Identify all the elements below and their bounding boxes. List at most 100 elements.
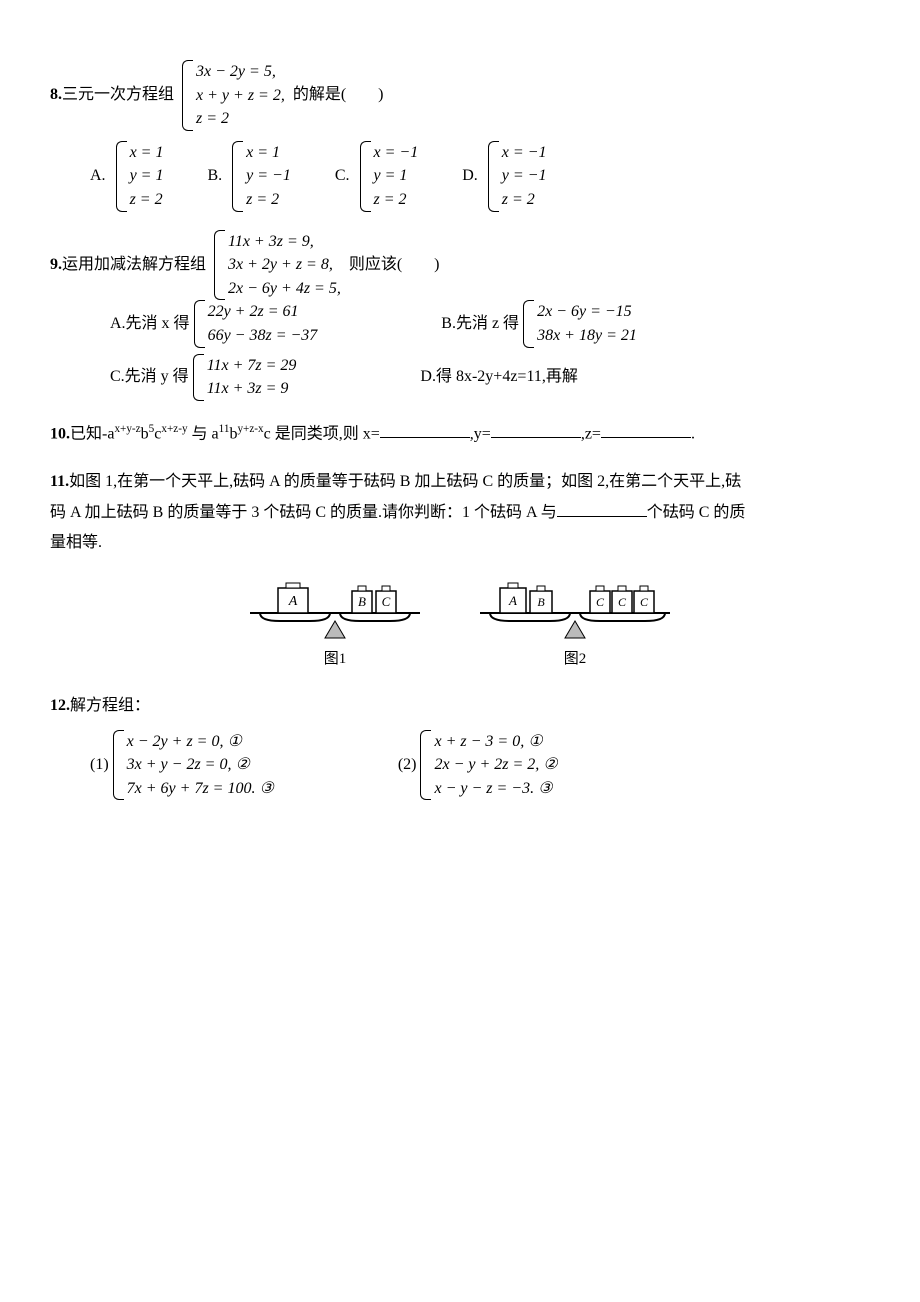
q12-p2-1: x + z − 3 = 0, ① — [434, 730, 557, 754]
q10-blank-x — [380, 421, 470, 438]
q8-c-1: x = −1 — [374, 141, 419, 165]
q10-number: 10. — [50, 425, 70, 442]
q9-c-brace: 11x + 7z = 29 11x + 3z = 9 — [193, 354, 297, 401]
q9-eq1: 11x + 3z = 9, — [228, 230, 341, 254]
q9-a-lead: A.先消 x 得 — [110, 309, 190, 339]
q12-part-2: (2) x + z − 3 = 0, ① 2x − y + 2z = 2, ② … — [398, 730, 562, 801]
q12-p1-3: 7x + 6y + 7z = 100. ③ — [127, 777, 274, 801]
q12-p1-brace: x − 2y + z = 0, ① 3x + y − 2z = 0, ② 7x … — [113, 730, 274, 801]
q9-b-1: 2x − 6y = −15 — [537, 300, 637, 324]
q8-d-3: z = 2 — [502, 188, 547, 212]
svg-text:C: C — [640, 595, 649, 609]
q9-system: 11x + 3z = 9, 3x + 2y + z = 8, 2x − 6y +… — [214, 230, 341, 301]
question-9: 9.运用加减法解方程组 11x + 3z = 9, 3x + 2y + z = … — [50, 230, 870, 401]
q12-p2-2: 2x − y + 2z = 2, ② — [434, 753, 557, 777]
q9-d-text: D.得 8x-2y+4z=11,再解 — [420, 362, 577, 392]
q11-line1: 如图 1,在第一个天平上,砝码 A 的质量等于砝码 B 加上砝码 C 的质量；如… — [69, 473, 741, 490]
q9-c-1: 11x + 7z = 29 — [207, 354, 297, 378]
q9-options: A.先消 x 得 22y + 2z = 61 66y − 38z = −37 B… — [110, 300, 870, 400]
q10-blank-z — [601, 421, 691, 438]
q8-a-brace: x = 1 y = 1 z = 2 — [116, 141, 164, 212]
q12-part-1: (1) x − 2y + z = 0, ① 3x + y − 2z = 0, ②… — [90, 730, 278, 801]
q8-options: A. x = 1 y = 1 z = 2 B. x = 1 y = −1 z =… — [90, 141, 870, 212]
q10-f: c 是同类项,则 x= — [264, 425, 380, 442]
q9-stem-b: 则应该( ) — [349, 256, 440, 273]
question-12: 12.解方程组： (1) x − 2y + z = 0, ① 3x + y − … — [50, 691, 870, 800]
balance-2-icon: A B C C C — [470, 573, 680, 643]
weight-c-label: C — [382, 594, 391, 609]
q10-d: 与 a — [188, 425, 219, 442]
question-8: 8.三元一次方程组 3x − 2y = 5, x + y + z = 2, z … — [50, 60, 870, 212]
q9-stem-a: 运用加减法解方程组 — [62, 256, 206, 273]
balance-1-icon: A B C — [240, 573, 430, 643]
q9-c-lead: C.先消 y 得 — [110, 362, 189, 392]
q9-b-2: 38x + 18y = 21 — [537, 324, 637, 348]
q8-option-a: A. x = 1 y = 1 z = 2 — [90, 141, 167, 212]
svg-text:A: A — [508, 593, 517, 608]
q8-d-1: x = −1 — [502, 141, 547, 165]
q8-stem-a: 三元一次方程组 — [62, 86, 174, 103]
q10-a: 已知-a — [70, 425, 114, 442]
q8-eq2: x + y + z = 2, — [196, 84, 285, 108]
svg-text:C: C — [596, 595, 605, 609]
q12-p1-2: 3x + y − 2z = 0, ② — [127, 753, 274, 777]
q9-eq2: 3x + 2y + z = 8, — [228, 253, 341, 277]
question-11: 11.如图 1,在第一个天平上,砝码 A 的质量等于砝码 B 加上砝码 C 的质… — [50, 467, 870, 673]
svg-text:C: C — [618, 595, 627, 609]
q11-caption-1: 图1 — [240, 645, 430, 674]
q12-p2-lead: (2) — [398, 750, 417, 780]
q11-line2b: 个砝码 C 的质 — [647, 504, 746, 521]
q10-e1: x+y-z — [114, 423, 140, 435]
q10-blank-y — [491, 421, 581, 438]
q9-b-brace: 2x − 6y = −15 38x + 18y = 21 — [523, 300, 637, 347]
q10-e5: y+z-x — [237, 423, 263, 435]
q8-c-brace: x = −1 y = 1 z = 2 — [360, 141, 419, 212]
q11-number: 11. — [50, 473, 69, 490]
q9-c-2: 11x + 3z = 9 — [207, 377, 297, 401]
q9-a-brace: 22y + 2z = 61 66y − 38z = −37 — [194, 300, 318, 347]
weight-a-label: A — [288, 594, 298, 609]
q11-figure-1: A B C 图1 — [240, 573, 430, 674]
q8-b-1: x = 1 — [246, 141, 291, 165]
question-10: 10.已知-ax+y-zb5cx+z-y 与 a11by+z-xc 是同类项,则… — [50, 419, 870, 450]
q8-c-2: y = 1 — [374, 164, 419, 188]
weight-b-label: B — [358, 594, 366, 609]
q8-b-label: B. — [207, 161, 222, 191]
q8-a-2: y = 1 — [130, 164, 164, 188]
q12-number: 12. — [50, 697, 70, 714]
q8-option-b: B. x = 1 y = −1 z = 2 — [207, 141, 294, 212]
q11-figure-2: A B C C C 图2 — [470, 573, 680, 674]
q8-option-c: C. x = −1 y = 1 z = 2 — [335, 141, 422, 212]
q11-line3: 量相等. — [50, 528, 870, 558]
q8-c-3: z = 2 — [374, 188, 419, 212]
q8-eq1: 3x − 2y = 5, — [196, 60, 285, 84]
q10-e4: 11 — [219, 423, 230, 435]
q8-option-d: D. x = −1 y = −1 z = 2 — [462, 141, 550, 212]
q8-d-brace: x = −1 y = −1 z = 2 — [488, 141, 547, 212]
q8-system: 3x − 2y = 5, x + y + z = 2, z = 2 — [182, 60, 285, 131]
q9-b-lead: B.先消 z 得 — [441, 309, 519, 339]
q8-c-label: C. — [335, 161, 350, 191]
q12-p1-1: x − 2y + z = 0, ① — [127, 730, 274, 754]
q10-h: ,z= — [581, 425, 601, 442]
q12-p2-brace: x + z − 3 = 0, ① 2x − y + 2z = 2, ② x − … — [420, 730, 557, 801]
q11-line2a: 码 A 加上砝码 B 的质量等于 3 个砝码 C 的质量.请你判断：1 个砝码 … — [50, 504, 557, 521]
q9-option-c: C.先消 y 得 11x + 7z = 29 11x + 3z = 9 — [110, 354, 300, 401]
q8-b-3: z = 2 — [246, 188, 291, 212]
q10-b: b — [141, 425, 149, 442]
q8-a-1: x = 1 — [130, 141, 164, 165]
q8-b-2: y = −1 — [246, 164, 291, 188]
svg-text:B: B — [537, 595, 545, 609]
q9-number: 9. — [50, 256, 62, 273]
q10-e3: x+z-y — [161, 423, 187, 435]
q10-i: . — [691, 425, 695, 442]
q9-option-d: D.得 8x-2y+4z=11,再解 — [420, 354, 577, 401]
q8-stem-b: 的解是( ) — [293, 86, 384, 103]
q12-stem: 解方程组： — [70, 697, 150, 714]
q12-p1-lead: (1) — [90, 750, 109, 780]
q8-eq3: z = 2 — [196, 107, 285, 131]
q8-number: 8. — [50, 86, 62, 103]
q8-d-2: y = −1 — [502, 164, 547, 188]
q10-g: ,y= — [470, 425, 491, 442]
q9-eq3: 2x − 6y + 4z = 5, — [228, 277, 341, 301]
